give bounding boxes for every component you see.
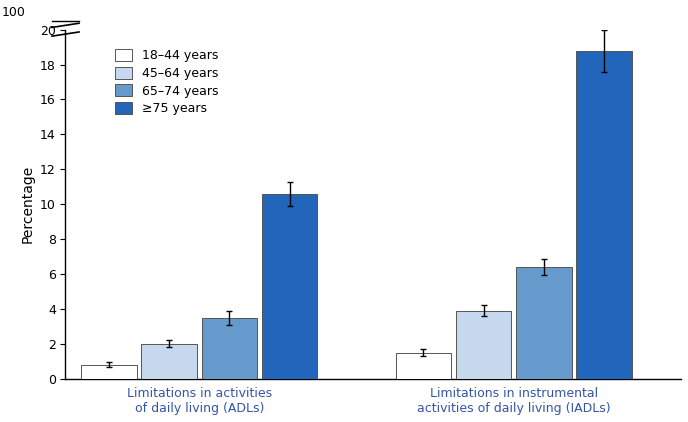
Y-axis label: Percentage: Percentage [21,165,34,243]
Bar [262,194,317,379]
Bar [456,311,511,379]
Bar [142,344,197,379]
Bar [396,352,451,379]
Bar [577,51,632,379]
Bar [81,365,137,379]
Bar [202,318,257,379]
Legend: 18–44 years, 45–64 years, 65–74 years, ≥75 years: 18–44 years, 45–64 years, 65–74 years, ≥… [109,43,225,122]
Text: 100: 100 [1,6,25,19]
Bar [516,267,572,379]
